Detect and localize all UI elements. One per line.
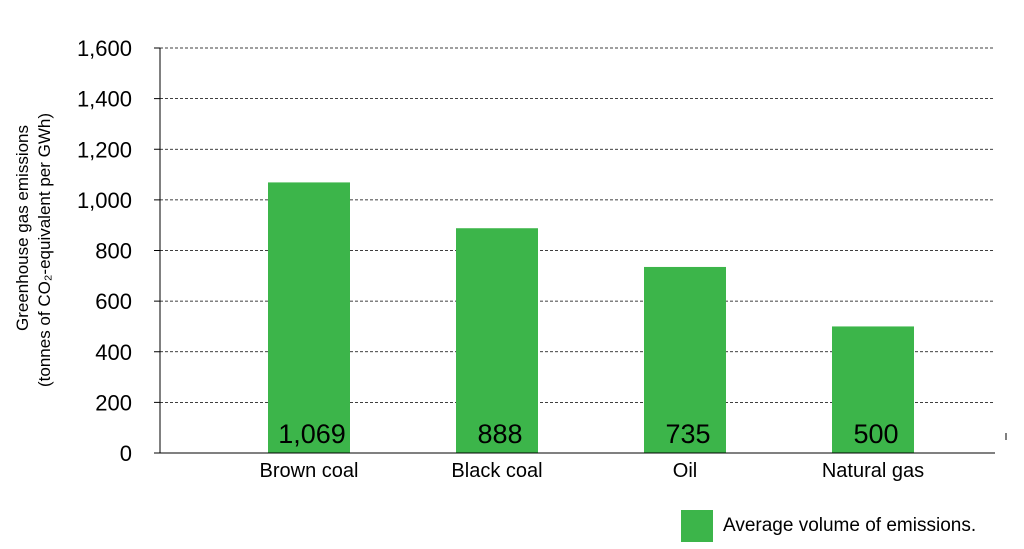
- y-tick-label: 0: [120, 441, 132, 466]
- y-axis-label-line2: (tonnes of CO₂-equivalent per GWh): [35, 113, 54, 387]
- data-label: 1,069: [278, 419, 346, 449]
- legend-label: Average volume of emissions.: [723, 515, 977, 536]
- bar: [644, 266, 726, 453]
- y-tick-label: 1,400: [77, 87, 132, 112]
- x-tick-label: Brown coal: [260, 460, 359, 482]
- bars: [268, 182, 914, 454]
- y-tick-label: 1,600: [77, 36, 132, 61]
- bar: [456, 228, 538, 453]
- data-label: 500: [853, 419, 898, 449]
- y-tick-label: 800: [95, 239, 132, 264]
- y-tick-label: 1,000: [77, 188, 132, 213]
- y-tick-labels: 0 200 400 600 800 1,000 1,200 1,400 1,600: [77, 36, 132, 466]
- data-label: 888: [477, 419, 522, 449]
- y-tick-label: 200: [95, 390, 132, 415]
- x-tick-labels: Brown coal Black coal Oil Natural gas: [260, 460, 925, 482]
- bar: [268, 182, 350, 454]
- data-labels: 1,069 888 735 500: [278, 419, 898, 449]
- data-label: 735: [665, 419, 710, 449]
- bar: [832, 326, 914, 453]
- y-tick-label: 1,200: [77, 137, 132, 162]
- legend: Average volume of emissions.: [681, 510, 976, 542]
- x-tick-label: Natural gas: [822, 460, 924, 482]
- x-tick-label: Oil: [673, 460, 697, 482]
- legend-swatch: [681, 510, 713, 542]
- y-axis-label-line1: Greenhouse gas emissions: [13, 125, 32, 331]
- y-tick-label: 600: [95, 289, 132, 314]
- y-tick-label: 400: [95, 340, 132, 365]
- x-tick-label: Black coal: [451, 460, 542, 482]
- axes: [154, 47, 1007, 454]
